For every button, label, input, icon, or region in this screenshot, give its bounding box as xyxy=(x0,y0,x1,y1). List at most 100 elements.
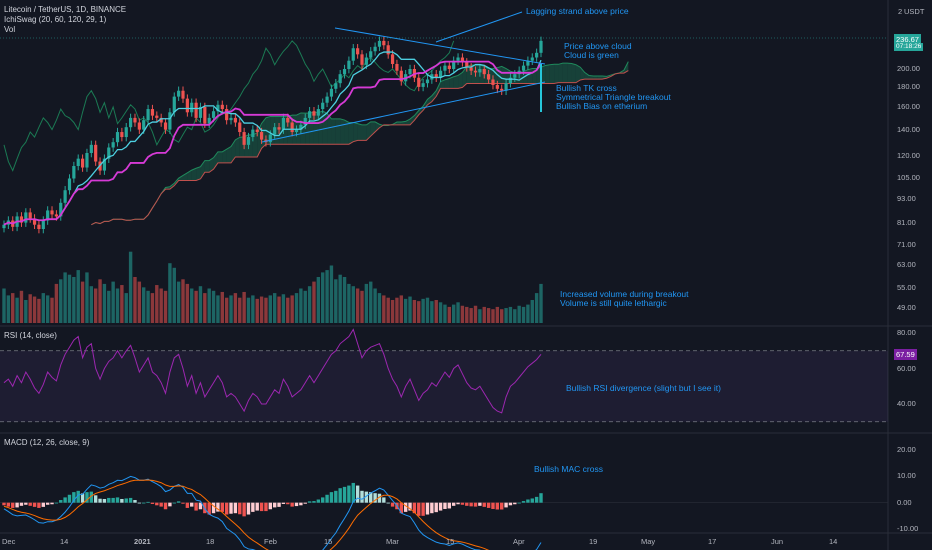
macd-histogram-bar xyxy=(513,502,517,505)
macd-histogram-bar xyxy=(447,502,452,509)
kumo-cloud-segment xyxy=(235,137,240,157)
macd-histogram-bar xyxy=(526,499,530,503)
macd-histogram-bar xyxy=(369,492,373,503)
candle-body xyxy=(421,83,425,87)
volume-bar xyxy=(203,293,207,323)
volume-bar xyxy=(447,306,452,323)
time-tick-label: 19 xyxy=(589,537,598,546)
kumo-cloud-segment xyxy=(545,64,550,84)
candle-body xyxy=(216,104,220,112)
volume-bar xyxy=(408,296,412,323)
price-tick-label: 93.00 xyxy=(897,194,916,204)
macd-histogram-bar xyxy=(443,502,447,509)
price-tick-label: 55.00 xyxy=(897,283,916,293)
volume-bar xyxy=(290,295,294,323)
candle-body xyxy=(255,129,259,133)
volume-bar xyxy=(168,263,172,323)
candle-body xyxy=(2,224,6,229)
kumo-cloud-segment xyxy=(410,115,415,125)
candle-body xyxy=(155,115,159,118)
kumo-cloud-segment xyxy=(593,75,598,80)
volume-bar xyxy=(142,287,146,323)
macd-histogram-bar xyxy=(259,502,264,512)
kumo-cloud-segment xyxy=(554,64,559,84)
candle-body xyxy=(351,48,355,61)
kumo-cloud-segment xyxy=(449,76,454,89)
kumo-cloud-segment xyxy=(458,72,463,89)
volume-bar xyxy=(133,277,137,323)
volume-bar xyxy=(303,290,307,323)
macd-histogram-bar xyxy=(517,502,521,504)
ichimoku-legend[interactable]: IchiSwag (20, 60, 120, 29, 1) xyxy=(4,15,107,24)
last-rsi-tag: 67.59 xyxy=(894,349,917,360)
rsi-tick-label: 40.00 xyxy=(897,399,916,408)
macd-histogram-bar xyxy=(172,502,176,504)
kumo-cloud-segment xyxy=(296,112,301,145)
macd-histogram-bar xyxy=(233,502,238,514)
macd-histogram-bar xyxy=(421,502,425,516)
candle-body xyxy=(508,77,513,84)
macd-histogram-bar xyxy=(403,502,408,512)
volume-bar xyxy=(111,281,115,323)
currency-label[interactable]: USDT xyxy=(904,7,925,16)
candle-body xyxy=(54,214,58,217)
countdown-tag: 07:18:26 xyxy=(894,43,924,51)
macd-histogram-bar xyxy=(465,502,469,506)
volume-bar xyxy=(259,296,264,323)
volume-bar xyxy=(107,290,111,323)
macd-histogram-bar xyxy=(133,500,137,503)
symbol-legend[interactable]: Litecoin / TetherUS, 1D, BINANCE xyxy=(4,5,127,14)
macd-histogram-bar xyxy=(137,502,142,504)
candle-body xyxy=(334,83,338,89)
candle-body xyxy=(242,132,246,145)
macd-histogram-bar xyxy=(456,502,460,505)
candle-body xyxy=(246,137,251,145)
candle-body xyxy=(338,74,342,84)
volume-bar xyxy=(124,293,128,323)
macd-histogram-bar xyxy=(41,502,45,507)
candle-body xyxy=(491,79,495,86)
volume-bar xyxy=(172,267,176,323)
lagging-pointer-line xyxy=(435,11,523,43)
macd-legend[interactable]: MACD (12, 26, close, 9) xyxy=(4,438,90,447)
kumo-cloud-segment xyxy=(222,149,227,163)
macd-histogram-bar xyxy=(229,502,233,514)
volume-bar xyxy=(63,272,67,323)
tenkan-line xyxy=(3,51,542,226)
candle-body xyxy=(539,40,543,53)
macd-histogram-bar xyxy=(495,502,500,510)
candle-body xyxy=(504,83,508,91)
volume-legend[interactable]: Vol xyxy=(4,25,16,34)
last-price-tag: 236.67 xyxy=(894,34,921,45)
macd-histogram-bar xyxy=(72,492,76,503)
senkou-span-b xyxy=(91,70,629,226)
kumo-cloud-segment xyxy=(357,123,362,141)
volume-bar xyxy=(299,288,303,323)
candle-body xyxy=(233,117,237,123)
volume-bar xyxy=(534,293,539,323)
candle-body xyxy=(294,129,299,133)
rsi-legend[interactable]: RSI (14, close) xyxy=(4,331,57,340)
macd-histogram-bar xyxy=(382,497,386,503)
macd-histogram-bar xyxy=(15,502,19,508)
volume-bar xyxy=(137,281,142,323)
kumo-cloud-segment xyxy=(309,112,314,145)
volume-bar xyxy=(185,283,190,323)
kumo-cloud-segment xyxy=(584,72,590,80)
volume-bar xyxy=(150,293,155,323)
macd-histogram-bar xyxy=(508,502,513,506)
scale-mode[interactable]: 2 xyxy=(898,7,903,16)
annotation-tk-1: Bullish TK cross xyxy=(556,83,617,93)
time-tick-label: 14 xyxy=(829,537,838,546)
kumo-cloud-segment xyxy=(575,64,581,83)
volume-bar xyxy=(342,277,347,323)
volume-bar xyxy=(19,290,24,323)
volume-bar xyxy=(286,297,290,323)
macd-histogram-bar xyxy=(28,502,32,506)
volume-bar xyxy=(377,293,382,323)
candle-body xyxy=(225,109,229,121)
volume-bar xyxy=(478,309,482,323)
candle-body xyxy=(273,127,277,135)
annotation-lagging: Lagging strand above price xyxy=(526,6,629,16)
